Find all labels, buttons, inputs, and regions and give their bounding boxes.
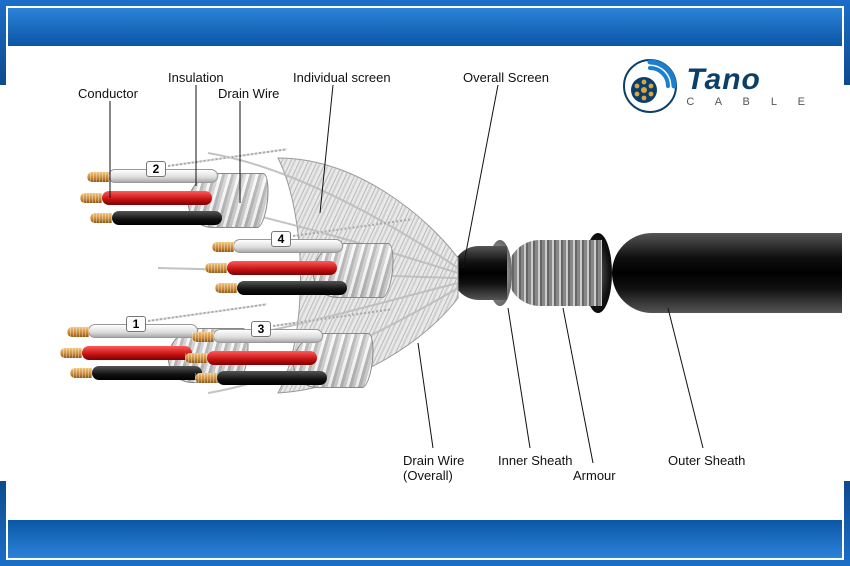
- conductor-tip: [212, 242, 234, 252]
- conductor-tip: [80, 193, 102, 203]
- triad-number: 1: [126, 316, 146, 332]
- wire-black: [92, 366, 202, 380]
- wire-red: [102, 191, 212, 205]
- wire-black: [112, 211, 222, 225]
- triad-number: 3: [251, 321, 271, 337]
- label-conductor: Conductor: [78, 86, 138, 101]
- triad-number: 2: [146, 161, 166, 177]
- triad-2: 2: [108, 163, 268, 238]
- wire-black: [237, 281, 347, 295]
- conductor-tip: [67, 327, 89, 337]
- label-drain-wire-overall: Drain Wire (Overall): [403, 453, 464, 483]
- label-insulation: Insulation: [168, 70, 224, 85]
- diagram-frame: Tano C A B L E 1234 Cond: [6, 6, 844, 560]
- brand-logo: Tano C A B L E: [622, 58, 814, 114]
- label-outer-sheath: Outer Sheath: [668, 453, 745, 468]
- conductor-tip: [60, 348, 82, 358]
- conductor-tip: [205, 263, 227, 273]
- label-overall-screen: Overall Screen: [463, 70, 549, 85]
- conductor-tip: [192, 332, 214, 342]
- wire-red: [207, 351, 317, 365]
- outer-sheath: [612, 233, 842, 313]
- triad-3: 3: [213, 323, 373, 398]
- label-drain-wire: Drain Wire: [218, 86, 279, 101]
- label-inner-sheath: Inner Sheath: [498, 453, 572, 468]
- wire-red: [227, 261, 337, 275]
- brand-name: Tano: [686, 65, 814, 95]
- conductor-tip: [70, 368, 92, 378]
- wire-black: [217, 371, 327, 385]
- label-armour: Armour: [573, 468, 616, 483]
- conductor-tip: [195, 373, 217, 383]
- label-individual-screen: Individual screen: [293, 70, 391, 85]
- logo-icon: [622, 58, 678, 114]
- triad-number: 4: [271, 231, 291, 247]
- conductor-tip: [185, 353, 207, 363]
- conductor-tip: [90, 213, 112, 223]
- conductor-tip: [215, 283, 237, 293]
- conductor-tip: [87, 172, 109, 182]
- brand-subtitle: C A B L E: [686, 97, 814, 108]
- triad-4: 4: [233, 233, 393, 308]
- wire-red: [82, 346, 192, 360]
